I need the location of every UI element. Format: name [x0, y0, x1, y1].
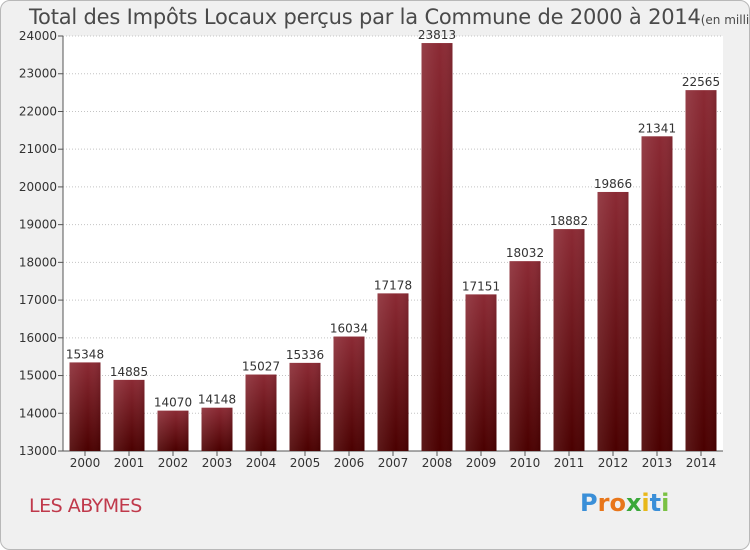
x-tick-label: 2006: [334, 456, 365, 470]
bar-value-label: 18032: [506, 246, 544, 260]
x-tick-label: 2004: [246, 456, 277, 470]
logo-letter: P: [580, 489, 598, 517]
x-tick-label: 2008: [422, 456, 453, 470]
y-tick-label: 14000: [19, 406, 57, 420]
bar-value-label: 19866: [594, 177, 632, 191]
bar-value-label: 14070: [154, 396, 192, 410]
bar-value-label: 15027: [242, 360, 280, 374]
bar-shade: [377, 293, 409, 451]
x-tick-label: 2009: [466, 456, 497, 470]
chart-title: Total des Impôts Locaux perçus par la Co…: [29, 5, 750, 29]
y-tick-label: 21000: [19, 142, 57, 156]
bar-shade: [597, 191, 629, 451]
logo-letter: x: [625, 489, 642, 517]
y-tick-label: 24000: [19, 29, 57, 43]
bar-shade: [157, 410, 189, 451]
x-tick-label: 2002: [158, 456, 189, 470]
bar-value-label: 15336: [286, 348, 324, 362]
x-tick-label: 2011: [554, 456, 585, 470]
bar-value-label: 14148: [198, 393, 236, 407]
y-tick-label: 22000: [19, 104, 57, 118]
y-tick-label: 18000: [19, 255, 57, 269]
bar-value-label: 14885: [110, 365, 148, 379]
x-tick-label: 2012: [598, 456, 629, 470]
logo-letter: r: [597, 489, 610, 517]
bar-shade: [201, 407, 233, 451]
x-tick-label: 2005: [290, 456, 321, 470]
y-tick-label: 20000: [19, 180, 57, 194]
bar-value-label: 17178: [374, 278, 412, 292]
bar-value-label: 22565: [682, 75, 720, 89]
bar-value-label: 15348: [66, 347, 104, 361]
bar-value-label: 17151: [462, 279, 500, 293]
bar-value-label: 23813: [418, 28, 456, 42]
bar-shade: [289, 362, 321, 451]
x-tick-label: 2007: [378, 456, 409, 470]
bar-shade: [421, 43, 453, 452]
bar-shade: [245, 374, 277, 451]
chart-title-main: Total des Impôts Locaux perçus par la Co…: [29, 5, 701, 29]
bar-shade: [113, 379, 145, 451]
y-tick-label: 19000: [19, 218, 57, 232]
x-tick-label: 2000: [70, 456, 101, 470]
logo-letter: i: [661, 489, 670, 517]
proxiti-logo: Proxiti: [580, 489, 669, 517]
chart-title-unit: (en milliers d'€): [700, 13, 750, 27]
y-tick-label: 15000: [19, 369, 57, 383]
y-tick-label: 13000: [19, 444, 57, 458]
x-tick-label: 2010: [510, 456, 541, 470]
bar-value-label: 21341: [638, 121, 676, 135]
bar-shade: [553, 229, 585, 451]
bar-shade: [465, 294, 497, 451]
bar-shade: [333, 336, 365, 451]
x-tick-label: 2003: [202, 456, 233, 470]
y-tick-label: 23000: [19, 67, 57, 81]
x-tick-label: 2001: [114, 456, 145, 470]
y-tick-label: 16000: [19, 331, 57, 345]
x-tick-label: 2013: [642, 456, 673, 470]
bar-value-label: 16034: [330, 322, 368, 336]
bar-shade: [641, 136, 673, 451]
logo-letter: o: [609, 489, 626, 517]
y-tick-label: 17000: [19, 293, 57, 307]
bar-shade: [69, 362, 101, 451]
logo-letter: t: [649, 489, 662, 517]
x-tick-label: 2014: [686, 456, 717, 470]
bar-shade: [685, 90, 717, 451]
bar-shade: [509, 261, 541, 451]
logo-letter: i: [641, 489, 650, 517]
bar-value-label: 18882: [550, 214, 588, 228]
commune-name: LES ABYMES: [29, 495, 142, 517]
